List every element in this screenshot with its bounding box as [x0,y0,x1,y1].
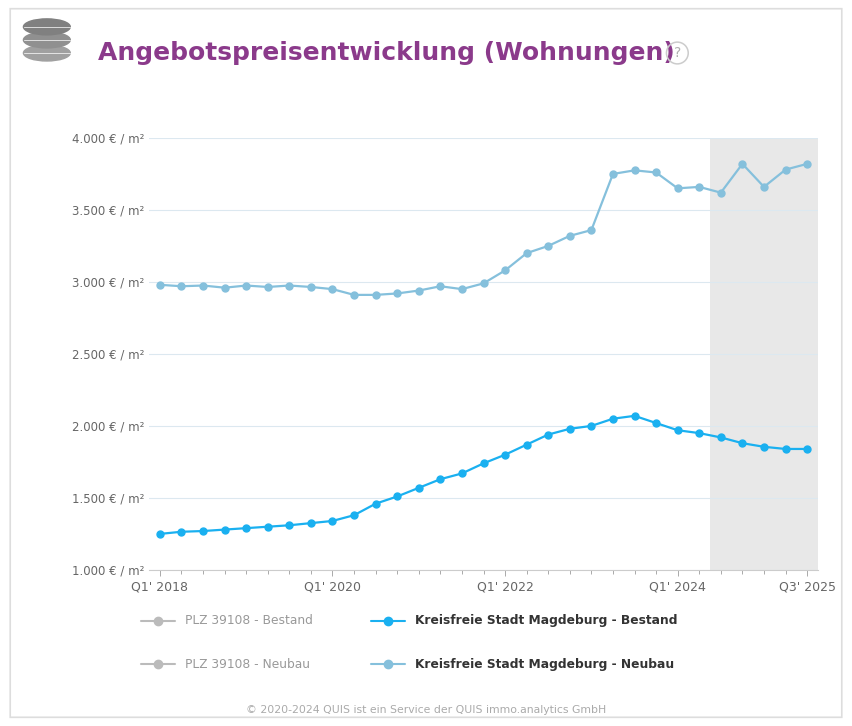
Ellipse shape [24,32,70,48]
Text: ?: ? [674,46,681,60]
Text: PLZ 39108 - Neubau: PLZ 39108 - Neubau [185,658,310,671]
Text: Angebotspreisentwicklung (Wohnungen): Angebotspreisentwicklung (Wohnungen) [98,41,675,65]
Ellipse shape [24,19,70,35]
Ellipse shape [24,45,70,61]
Text: Kreisfreie Stadt Magdeburg - Bestand: Kreisfreie Stadt Magdeburg - Bestand [415,614,677,627]
Bar [710,138,818,570]
Text: Kreisfreie Stadt Magdeburg - Neubau: Kreisfreie Stadt Magdeburg - Neubau [415,658,674,671]
Text: © 2020-2024 QUIS ist ein Service der QUIS immo.analytics GmbH: © 2020-2024 QUIS ist ein Service der QUI… [246,705,606,715]
Text: PLZ 39108 - Bestand: PLZ 39108 - Bestand [185,614,313,627]
